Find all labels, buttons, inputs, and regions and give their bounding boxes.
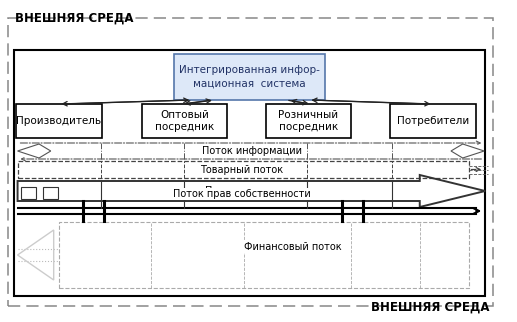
Bar (390, 104, 476, 138)
Bar (142, 104, 227, 138)
Bar (16, 104, 101, 138)
Bar (8, 18, 493, 306)
Text: Потребители: Потребители (397, 116, 469, 126)
Bar (174, 54, 325, 100)
Text: Товарный поток: Товарный поток (201, 165, 284, 175)
Bar (13, 50, 485, 296)
Text: ВНЕШНЯЯ СРЕДА: ВНЕШНЯЯ СРЕДА (371, 301, 490, 314)
Text: Производитель: Производитель (16, 116, 101, 126)
Bar (43, 187, 57, 199)
Bar (266, 104, 352, 138)
Text: Интегрированная инфор-
мационная  система: Интегрированная инфор- мационная система (179, 65, 320, 89)
Text: Оптовый
посредник: Оптовый посредник (155, 110, 214, 132)
Text: Розничный
посредник: Розничный посредник (278, 110, 339, 132)
Bar (22, 187, 36, 199)
Text: Финансовый поток: Финансовый поток (244, 242, 342, 252)
Bar (58, 222, 468, 288)
Text: Поток сервиса: Поток сервиса (205, 186, 280, 196)
Text: ВНЕШНЯЯ СРЕДА: ВНЕШНЯЯ СРЕДА (14, 12, 133, 25)
Bar (18, 161, 468, 178)
Text: Поток прав собственности: Поток прав собственности (173, 189, 311, 199)
Text: Поток информации: Поток информации (202, 146, 302, 156)
